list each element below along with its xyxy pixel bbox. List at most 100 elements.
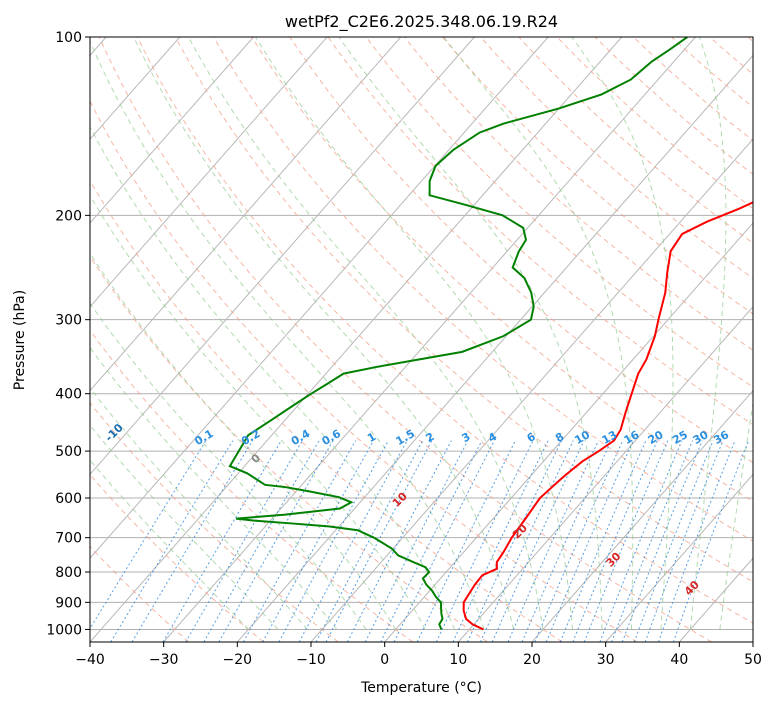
mixing-ratio-line <box>110 440 234 642</box>
x-tick-label: 10 <box>449 652 467 668</box>
x-tick-label: −20 <box>223 652 253 668</box>
mixing-ratio-line <box>380 440 483 642</box>
x-tick-label: −40 <box>75 652 105 668</box>
isotherm-line <box>90 37 623 642</box>
mixing-ratio-line <box>452 440 549 642</box>
dry-adiabat <box>90 402 339 642</box>
dry-adiabat <box>136 37 753 624</box>
mixing-ratio-line <box>672 440 750 642</box>
temperature-profile <box>462 201 753 631</box>
mixing-ratio-line <box>572 440 658 642</box>
dry-adiabat <box>403 37 753 351</box>
isotherm-line <box>605 473 753 642</box>
x-tick-label: 50 <box>744 652 762 668</box>
y-axis: 100 200 300 400 500 600 700 800 900 1000 <box>46 30 90 638</box>
moist-adiabat <box>90 194 426 630</box>
mixing-ratio-line <box>644 440 724 642</box>
mixing-ratio-line <box>364 440 469 642</box>
moist-adiabat <box>571 37 674 630</box>
mixing-ratio-line <box>298 440 408 642</box>
y-tick-label: 1000 <box>46 622 82 638</box>
mixing-ratio-line <box>325 440 433 642</box>
moist-adiabat <box>90 459 249 630</box>
mixing-ratio-line <box>621 440 703 642</box>
y-tick-label: 100 <box>55 30 82 46</box>
mixing-ratio-line <box>185 440 303 642</box>
y-tick-label: 200 <box>55 208 82 224</box>
isotherm-line <box>163 37 696 642</box>
isotherm-line <box>90 37 254 224</box>
moist-adiabat <box>90 125 456 630</box>
dry-adiabat <box>90 100 638 642</box>
isotherm-line <box>531 389 753 642</box>
y-tick-label: 800 <box>55 565 82 581</box>
dry-adiabat <box>90 473 264 642</box>
isotherm-line <box>90 37 402 392</box>
x-tick-label: 30 <box>597 652 615 668</box>
mixing-ratio-line <box>435 440 534 642</box>
isotherm-line <box>90 37 181 140</box>
moist-adiabat <box>90 252 397 630</box>
moist-adiabat <box>719 399 753 630</box>
y-axis-title: Pressure (hPa) <box>12 290 28 390</box>
mixing-ratio-line <box>545 440 634 642</box>
x-tick-label: −30 <box>149 652 179 668</box>
isotherm-line <box>310 138 753 642</box>
mixing-ratio-line <box>633 440 714 642</box>
plot-frame <box>89 36 754 643</box>
moist-adiabat <box>133 37 515 630</box>
x-axis: −40 −30 −20 −10 0 10 20 30 40 50 <box>75 642 762 668</box>
isotherm-line <box>236 54 753 642</box>
mixing-ratio-line <box>278 440 389 642</box>
mixing-ratio-line <box>218 440 334 642</box>
sounding-profiles <box>228 37 753 631</box>
mixing-ratio-line <box>583 440 669 642</box>
x-tick-label: 20 <box>523 652 541 668</box>
mixing-ratio-line <box>262 440 374 642</box>
background-lines <box>90 37 753 642</box>
mixing-ratio-line <box>347 440 452 642</box>
y-tick-label: 500 <box>55 444 82 460</box>
moist-adiabat <box>338 37 603 630</box>
isotherm-line <box>90 37 549 559</box>
mixing-ratio-line <box>203 440 320 642</box>
dewpoint-profile <box>228 37 688 630</box>
x-tick-label: −10 <box>296 652 326 668</box>
dry-adiabat <box>98 37 712 642</box>
mixing-ratio-line <box>657 440 736 642</box>
mixing-ratio-line <box>131 440 253 642</box>
mixing-ratio-line <box>611 440 694 642</box>
x-tick-label: 0 <box>380 652 389 668</box>
y-tick-label: 300 <box>55 313 82 329</box>
moist-adiabat <box>90 40 485 630</box>
isotherm-line <box>457 306 753 642</box>
y-tick-label: 900 <box>55 595 82 611</box>
dry-adiabat <box>174 37 753 583</box>
x-tick-label: 40 <box>670 652 688 668</box>
mixing-ratio-line <box>162 440 282 642</box>
mixing-ratio-line <box>90 440 207 630</box>
moist-adiabat <box>255 37 573 630</box>
moist-adiabat <box>90 346 338 630</box>
y-tick-label: 600 <box>55 491 82 507</box>
moist-adiabat <box>188 37 544 630</box>
isotherm-line <box>90 37 475 476</box>
dry-adiabat <box>327 37 753 426</box>
isotherm-line <box>384 222 753 642</box>
mixing-ratio-line <box>559 440 647 642</box>
moist-adiabat <box>90 424 279 630</box>
y-tick-label: 700 <box>55 531 82 547</box>
moist-adiabat <box>689 37 727 630</box>
mixing-ratio-line <box>599 440 683 642</box>
mixing-ratio-line <box>242 440 357 642</box>
chart-title: wetPf2_C2E6.2025.348.06.19.R24 <box>285 12 558 32</box>
y-tick-label: 400 <box>55 387 82 403</box>
mixing-ratio-line <box>315 440 424 642</box>
dry-adiabat <box>90 255 488 642</box>
mixing-ratio-line <box>393 440 495 642</box>
dry-adiabat <box>442 37 753 315</box>
mixing-ratio-line <box>416 440 516 642</box>
x-axis-title: Temperature (°C) <box>360 680 482 696</box>
dry-adiabat <box>213 37 753 542</box>
